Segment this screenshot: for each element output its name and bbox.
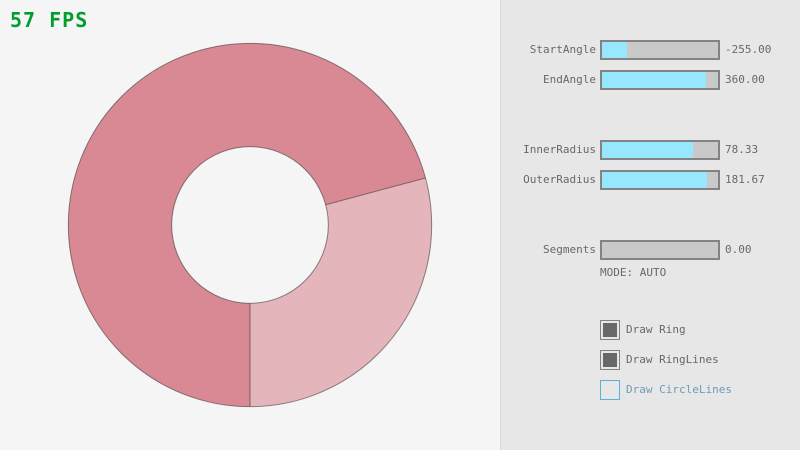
slider-fill-startangle [602,42,628,58]
slider-row-endangle: EndAngle 360.00 [501,70,800,90]
slider-row-segments: Segments 0.00 [501,240,800,260]
slider-endangle[interactable] [600,70,720,90]
ring-sector-minor [250,177,432,407]
slider-label-innerradius: InnerRadius [523,143,596,156]
fps-counter: 57 FPS [10,8,89,32]
slider-segments[interactable] [600,240,720,260]
checkbox-label-draw-circlelines: Draw CircleLines [626,383,732,396]
slider-value-innerradius: 78.33 [725,143,759,156]
checkbox-draw-circlelines[interactable] [600,380,620,400]
checkbox-label-draw-ringlines: Draw RingLines [626,353,719,366]
mode-label: MODE: AUTO [600,266,667,279]
slider-innerradius[interactable] [600,140,720,160]
slider-fill-endangle [602,72,707,88]
slider-label-segments: Segments [543,243,596,256]
checkbox-row-draw-circlelines: Draw CircleLines [501,380,800,400]
slider-row-outerradius: OuterRadius 181.67 [501,170,800,190]
slider-label-endangle: EndAngle [543,73,596,86]
slider-value-outerradius: 181.67 [725,173,765,186]
checkbox-draw-ringlines[interactable] [600,350,620,370]
slider-value-startangle: -255.00 [725,43,772,56]
slider-fill-innerradius [602,142,693,158]
checkbox-mark-draw-ring [603,323,617,337]
side-panel: MODE: AUTO StartAngle -255.00 EndAngle 360.… [500,0,800,450]
slider-fill-outerradius [602,172,708,188]
checkbox-draw-ring[interactable] [600,320,620,340]
slider-row-startangle: StartAngle -255.00 [501,40,800,60]
slider-label-outerradius: OuterRadius [523,173,596,186]
ring-sector-major [68,43,426,407]
slider-row-innerradius: InnerRadius 78.33 [501,140,800,160]
checkbox-row-draw-ringlines: Draw RingLines [501,350,800,370]
slider-label-startangle: StartAngle [529,43,596,56]
checkbox-label-draw-ring: Draw Ring [626,323,686,336]
ring-outline-inner [171,146,329,304]
ring-edge-start [325,177,426,206]
checkbox-row-draw-ring: Draw Ring [501,320,800,340]
slider-value-endangle: 360.00 [725,73,765,86]
slider-value-segments: 0.00 [725,243,752,256]
slider-startangle[interactable] [600,40,720,60]
checkbox-mark-draw-ringlines [603,353,617,367]
slider-outerradius[interactable] [600,170,720,190]
